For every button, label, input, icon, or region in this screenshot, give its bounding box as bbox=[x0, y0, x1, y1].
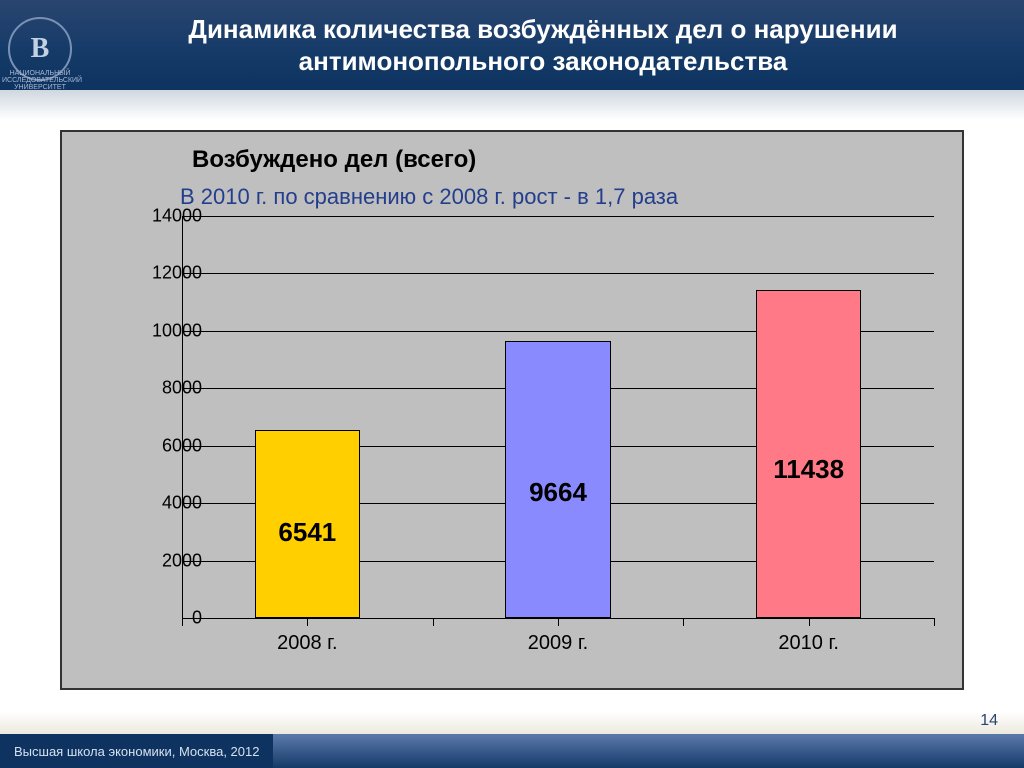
slide-root: В Динамика количества возбуждённых дел о… bbox=[0, 0, 1024, 768]
y-axis-label: 4000 bbox=[162, 493, 202, 514]
x-tick-boundary bbox=[683, 618, 684, 626]
footer-text: Высшая школа экономики, Москва, 2012 bbox=[0, 734, 273, 768]
header-gradient-strip bbox=[0, 90, 1024, 120]
y-axis-label: 10000 bbox=[152, 320, 202, 341]
y-axis-label: 12000 bbox=[152, 263, 202, 284]
x-axis-label: 2008 г. bbox=[277, 632, 337, 655]
slide-title: Динамика количества возбуждённых дел о н… bbox=[72, 13, 1024, 78]
gridline bbox=[182, 273, 934, 274]
logo-letter: В bbox=[31, 33, 50, 65]
y-axis-label: 0 bbox=[192, 608, 202, 629]
chart-title: Возбуждено дел (всего) bbox=[192, 146, 476, 174]
bar-value-label: 11438 bbox=[773, 454, 844, 485]
chart-subtitle: В 2010 г. по сравнению с 2008 г. рост - … bbox=[180, 184, 678, 210]
chart-frame: Возбуждено дел (всего) В 2010 г. по срав… bbox=[60, 130, 964, 690]
x-tick-boundary bbox=[182, 618, 183, 626]
y-axis-label: 14000 bbox=[152, 206, 202, 227]
x-tick bbox=[558, 618, 559, 626]
footer-gradient-strip bbox=[0, 712, 1024, 734]
bar-value-label: 6541 bbox=[278, 517, 336, 548]
plot-area: 6541 9664 11438 bbox=[182, 216, 934, 618]
header-band: В Динамика количества возбуждённых дел о… bbox=[0, 0, 1024, 90]
x-axis-label: 2010 г. bbox=[778, 632, 838, 655]
bar-value-label: 9664 bbox=[529, 477, 587, 508]
page-number: 14 bbox=[980, 712, 998, 730]
x-axis-label: 2009 г. bbox=[528, 632, 588, 655]
x-tick-boundary bbox=[934, 618, 935, 626]
x-tick bbox=[307, 618, 308, 626]
x-tick-boundary bbox=[433, 618, 434, 626]
y-axis-label: 6000 bbox=[162, 435, 202, 456]
x-tick bbox=[809, 618, 810, 626]
y-axis-label: 8000 bbox=[162, 378, 202, 399]
logo-caption: НАЦИОНАЛЬНЫЙ ИССЛЕДОВАТЕЛЬСКИЙ УНИВЕРСИТ… bbox=[2, 70, 78, 91]
y-axis-label: 2000 bbox=[162, 550, 202, 571]
gridline bbox=[182, 216, 934, 217]
